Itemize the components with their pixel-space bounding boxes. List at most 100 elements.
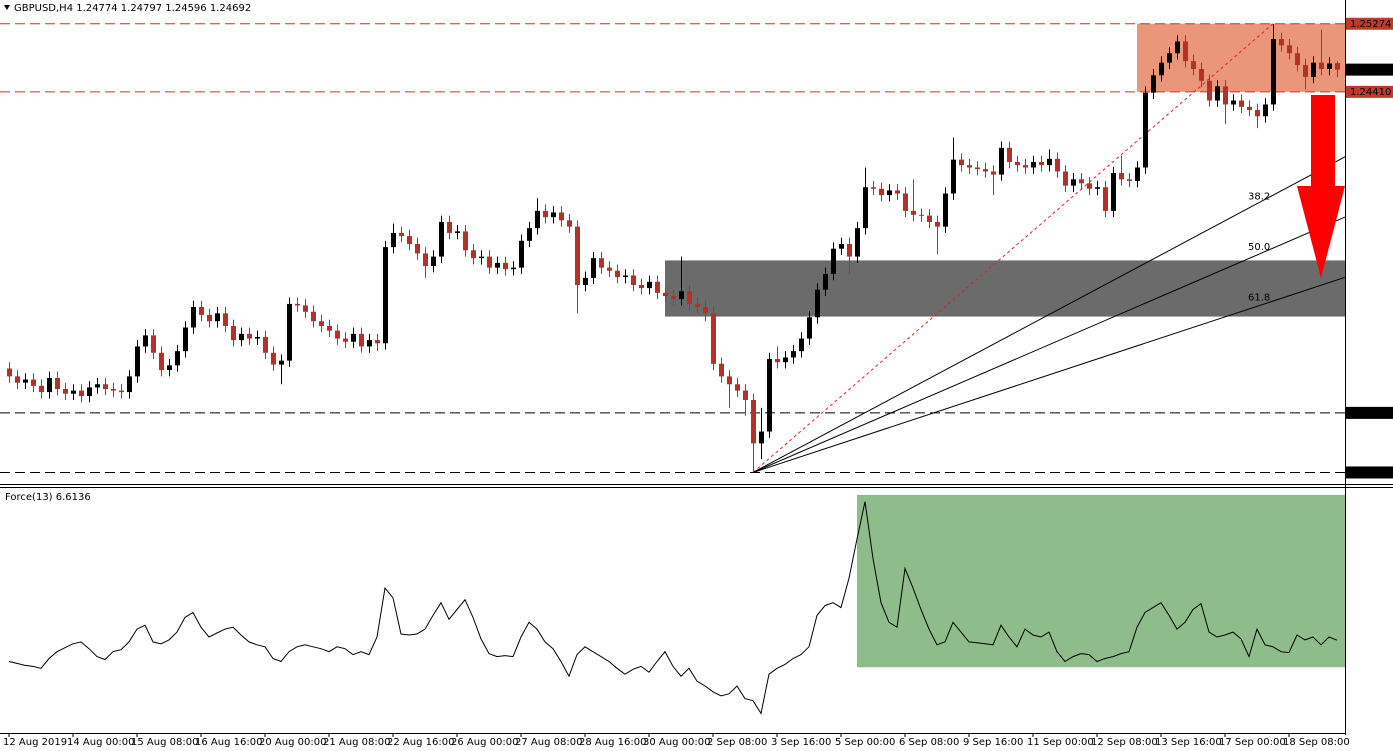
candle-body [527, 228, 532, 241]
candle-body [271, 352, 276, 365]
candle-body [191, 307, 196, 328]
candle-body [927, 215, 932, 222]
candle-body [1079, 179, 1084, 184]
x-tick-label: 20 Aug 00:00 [259, 737, 326, 748]
candle-body [23, 379, 28, 383]
candle-body [263, 336, 268, 353]
candle-body [135, 346, 140, 377]
x-tick-label: 3 Sep 16:00 [771, 737, 831, 748]
candle-body [687, 291, 692, 304]
candle-body [351, 333, 356, 342]
candle-body [543, 210, 548, 218]
candle-body [1327, 63, 1332, 69]
candle-body [367, 340, 372, 347]
candle-body [759, 431, 764, 444]
candle-body [719, 363, 724, 377]
candle-body [943, 193, 948, 227]
indicator-title: Force(13) 6.6136 [5, 492, 91, 503]
fib-trend-line [752, 23, 1274, 473]
candle-body [903, 193, 908, 211]
candle-body [1111, 173, 1116, 211]
candle-body [847, 243, 852, 257]
candle-body [871, 187, 876, 189]
candle-body [431, 256, 436, 267]
candle-body [935, 221, 940, 227]
candle-body [407, 236, 412, 244]
candle-body [303, 305, 308, 312]
x-tick-label: 28 Aug 16:00 [579, 737, 646, 748]
candle-body [175, 351, 180, 366]
candle-body [775, 359, 780, 363]
candle-body [1199, 68, 1204, 81]
symbol-menu-icon[interactable] [4, 5, 10, 10]
candle-body [887, 190, 892, 196]
level-label-box [1346, 406, 1393, 419]
candle-body [983, 169, 988, 172]
down-arrow [1297, 95, 1345, 278]
candle-body [1055, 158, 1060, 172]
candle-body [679, 291, 684, 300]
candle-body [151, 335, 156, 353]
candle-body [671, 295, 676, 300]
candle-body [1143, 92, 1148, 168]
candle-body [247, 333, 252, 339]
candle-body [895, 190, 900, 194]
candle-body [479, 256, 484, 259]
candle-body [1015, 162, 1020, 166]
candle-body [1127, 179, 1132, 181]
x-tick-label: 16 Aug 16:00 [195, 737, 262, 748]
candle-body [399, 232, 404, 237]
candle-body [975, 167, 980, 170]
candle-body [1295, 53, 1300, 66]
axes: 1.25274 1.24410 1.20337 1.19581 1.24692 12 Au… [3, 17, 1393, 748]
fib-fan-line [752, 216, 1346, 473]
level-label-box [1346, 85, 1393, 98]
candle-body [615, 270, 620, 278]
candle-body [127, 376, 132, 393]
candle-body [1215, 86, 1220, 101]
marks [7, 24, 1340, 715]
candle-body [439, 221, 444, 257]
level-label: 1.19581 [1350, 467, 1391, 478]
candle-body [1207, 80, 1212, 101]
candle-body [751, 400, 756, 444]
candle-body [311, 311, 316, 322]
candle-body [519, 240, 524, 268]
zones [665, 23, 1345, 668]
candle-body [663, 292, 668, 296]
candle-body [1239, 100, 1244, 107]
candle-body [727, 376, 732, 385]
candle-body [391, 232, 396, 248]
candle-body [1223, 86, 1228, 105]
x-tick-label: 22 Aug 16:00 [387, 737, 454, 748]
candle-body [415, 243, 420, 254]
candle-body [1279, 39, 1284, 46]
candle-body [327, 325, 332, 331]
candle-body [503, 262, 508, 270]
candle-body [255, 336, 260, 339]
candle-body [767, 359, 772, 432]
candle-body [1151, 75, 1156, 93]
candle-body [1119, 173, 1124, 180]
candle-body [511, 267, 516, 270]
candle-body [639, 284, 644, 289]
candle-body [1135, 167, 1140, 181]
x-tick-label: 12 Sep 08:00 [1091, 737, 1158, 748]
candle-body [735, 384, 740, 391]
candle-body [863, 187, 868, 229]
candle-body [39, 385, 44, 393]
level-label: 1.20337 [1350, 408, 1391, 419]
candle-body [583, 277, 588, 285]
x-tick-label: 30 Aug 00:00 [643, 737, 710, 748]
x-tick-label: 18 Sep 08:00 [1283, 737, 1350, 748]
candle-body [1087, 183, 1092, 189]
overlay-lines: 38.2 50.0 61.8 [0, 23, 1346, 473]
candle-body [951, 159, 956, 194]
candle-body [215, 313, 220, 322]
fib-fan-label: 50.0 [1248, 242, 1270, 253]
candle-body [1167, 53, 1172, 63]
candle-body [655, 281, 660, 293]
candle-body [1047, 158, 1052, 166]
